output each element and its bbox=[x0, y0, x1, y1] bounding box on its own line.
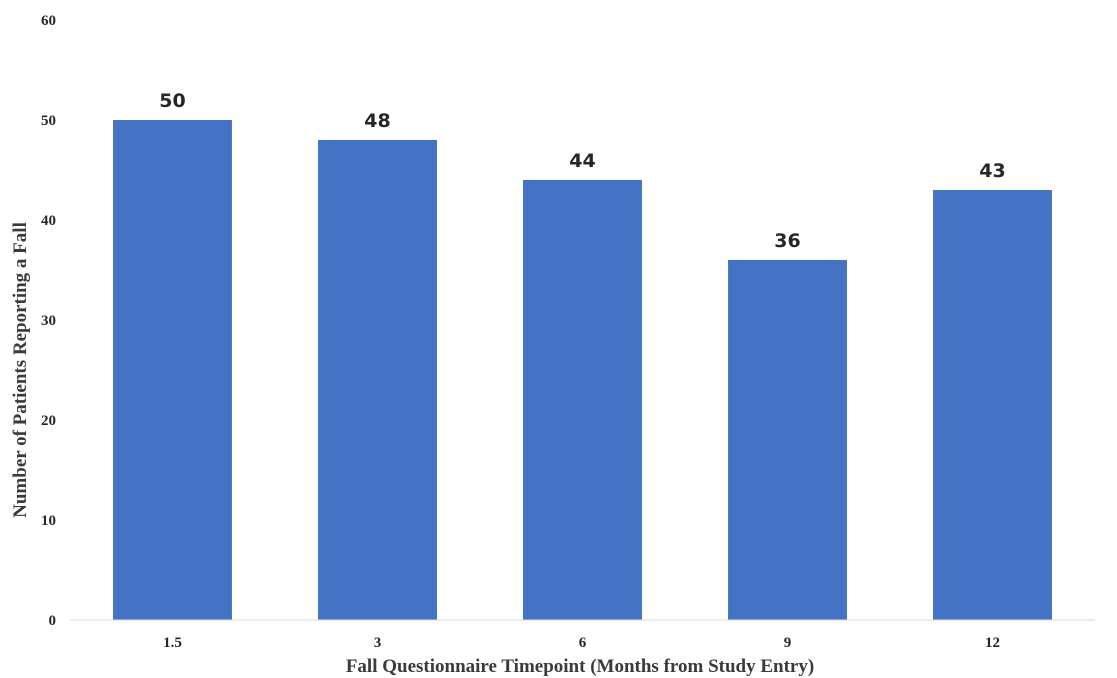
y-tick-label: 10 bbox=[41, 513, 56, 529]
y-tick-label: 40 bbox=[41, 213, 56, 229]
bar-1.5 bbox=[113, 120, 232, 620]
data-label: 44 bbox=[569, 150, 595, 172]
bar-12 bbox=[933, 190, 1052, 620]
bar-3 bbox=[318, 140, 437, 620]
x-tick-label: 9 bbox=[784, 635, 792, 651]
y-tick-label: 30 bbox=[41, 313, 56, 329]
bar-6 bbox=[523, 180, 642, 620]
y-tick-label: 50 bbox=[41, 113, 56, 129]
data-label: 48 bbox=[364, 110, 390, 132]
y-tick-label: 20 bbox=[41, 413, 56, 429]
y-tick-label: 60 bbox=[41, 13, 56, 29]
x-tick-label: 6 bbox=[579, 635, 587, 651]
x-tick-label: 3 bbox=[374, 635, 382, 651]
y-tick-label: 0 bbox=[49, 613, 57, 629]
x-axis-title: Fall Questionnaire Timepoint (Months fro… bbox=[346, 656, 814, 677]
x-tick-label: 12 bbox=[985, 635, 1000, 651]
bar-9 bbox=[728, 260, 847, 620]
y-axis-title: Number of Patients Reporting a Fall bbox=[10, 222, 31, 518]
x-tick-label: 1.5 bbox=[163, 635, 182, 651]
data-label: 50 bbox=[159, 90, 185, 112]
data-labels-group: 50 48 44 36 43 bbox=[159, 90, 1005, 252]
x-axis-ticks: 1.5 3 6 9 12 bbox=[163, 635, 1000, 651]
data-label: 36 bbox=[774, 230, 800, 252]
y-axis-ticks: 0 10 20 30 40 50 60 bbox=[41, 13, 56, 629]
bars-group bbox=[113, 120, 1052, 620]
data-label: 43 bbox=[979, 160, 1005, 182]
